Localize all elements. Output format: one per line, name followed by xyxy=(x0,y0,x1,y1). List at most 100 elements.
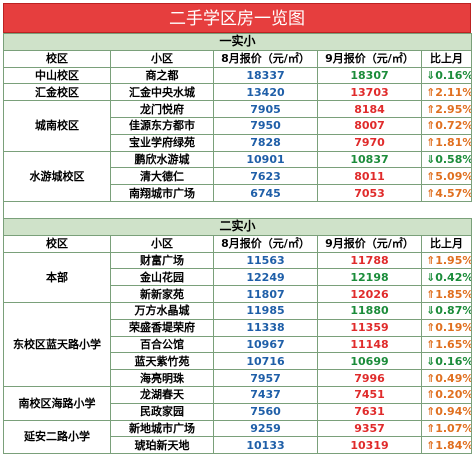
header-aug: 8月报价（元/㎡） xyxy=(213,234,318,253)
district-cell: 中山校区 xyxy=(3,66,111,85)
change-cell: ⇑1.84% xyxy=(420,436,473,454)
table-row: 中山校区 商之都 18337 18307 ⇓0.16% xyxy=(3,66,473,85)
community-cell: 龙门悦府 xyxy=(110,100,214,118)
community-cell: 佳源东方都市 xyxy=(110,116,214,135)
header-district: 校区 xyxy=(3,49,111,68)
community-cell: 财富广场 xyxy=(110,251,214,270)
section-gap xyxy=(3,201,472,219)
aug-price-cell: 10133 xyxy=(213,436,318,454)
community-cell: 民政家园 xyxy=(110,402,214,421)
community-cell: 龙湖春天 xyxy=(110,385,214,404)
sep-price-cell: 7631 xyxy=(317,402,422,421)
district-cell: 城南校区 xyxy=(3,100,111,152)
aug-price-cell: 10967 xyxy=(213,335,318,354)
aug-price-cell: 7957 xyxy=(213,369,318,387)
community-cell: 百合公馆 xyxy=(110,335,214,354)
table-row: 南校区海路小学 龙湖春天 7437 7451 ⇑0.20% xyxy=(3,385,473,421)
header-aug: 8月报价（元/㎡） xyxy=(213,49,318,68)
change-cell: ⇓0.58% xyxy=(420,150,473,169)
aug-price-cell: 7437 xyxy=(213,385,318,404)
change-cell: ⇑1.81% xyxy=(420,133,473,152)
price-sheet: 二手学区房一览图 一实小 校区 小区 8月报价（元/㎡） 9月报价（元/㎡） 比上月 中山校… xyxy=(2,3,473,454)
aug-price-cell: 18337 xyxy=(213,66,318,85)
district-cell: 延安二路小学 xyxy=(3,419,111,454)
community-cell: 蓝天紫竹苑 xyxy=(110,352,214,371)
community-cell: 南翔城市广场 xyxy=(110,184,214,202)
change-cell: ⇑0.19% xyxy=(420,318,473,337)
change-cell: ⇑0.72% xyxy=(420,116,473,135)
change-cell: ⇓0.16% xyxy=(420,352,473,371)
table-row: 海亮明珠 7957 7996 ⇑0.49% xyxy=(4,369,473,387)
change-cell: ⇓0.42% xyxy=(420,268,473,287)
section-header: 一实小 xyxy=(2,33,473,51)
sep-price-cell: 8011 xyxy=(317,167,422,186)
change-cell: ⇑2.95% xyxy=(420,100,473,118)
community-cell: 新地城市广场 xyxy=(110,419,214,438)
aug-price-cell: 7623 xyxy=(213,167,318,186)
district-cell: 水游城校区 xyxy=(3,150,111,202)
change-cell: ⇓0.16% xyxy=(420,66,473,85)
column-header-row: 校区 小区 8月报价（元/㎡） 9月报价（元/㎡） 比上月 xyxy=(3,49,473,68)
table-row: 东校区蓝天路小学 万方水晶城 11985 11880 ⇓0.87% xyxy=(3,301,473,387)
district-cell: 本部 xyxy=(3,251,111,303)
sep-price-cell: 9357 xyxy=(317,419,422,438)
change-cell: ⇑0.20% xyxy=(420,385,473,404)
district-cell: 南校区海路小学 xyxy=(3,385,111,421)
table-row: 金山花园 12249 12198 ⇓0.42% xyxy=(4,268,473,287)
column-header-row: 校区 小区 8月报价（元/㎡） 9月报价（元/㎡） 比上月 xyxy=(3,234,473,253)
table-row: 本部 财富广场 11563 11788 ⇑1.95% xyxy=(3,251,473,303)
aug-price-cell: 10716 xyxy=(213,352,318,371)
sep-price-cell: 13703 xyxy=(317,83,422,102)
aug-price-cell: 6745 xyxy=(213,184,318,202)
change-cell: ⇑1.85% xyxy=(420,285,473,303)
community-cell: 清大德仁 xyxy=(110,167,214,186)
table-row: 汇金校区 汇金中央水城 13420 13703 ⇑2.11% xyxy=(3,83,473,102)
aug-price-cell: 11563 xyxy=(213,251,318,270)
aug-price-cell: 7950 xyxy=(213,116,318,135)
sep-price-cell: 11880 xyxy=(317,301,422,320)
community-cell: 新新家苑 xyxy=(110,285,214,303)
change-cell: ⇑1.95% xyxy=(420,251,473,270)
header-change: 比上月 xyxy=(420,49,473,68)
change-cell: ⇓0.87% xyxy=(420,301,473,320)
price-table: 一实小 校区 小区 8月报价（元/㎡） 9月报价（元/㎡） 比上月 中山校区 商之都 18337… xyxy=(2,33,473,454)
change-cell: ⇑1.07% xyxy=(420,419,473,438)
community-cell: 汇金中央水城 xyxy=(110,83,214,102)
header-community: 小区 xyxy=(110,234,214,253)
community-cell: 宝业学府绿苑 xyxy=(110,133,214,152)
section-header: 二实小 xyxy=(2,217,473,236)
section-title: 二实小 xyxy=(2,217,473,236)
header-sep: 9月报价（元/㎡） xyxy=(317,234,422,253)
district-cell: 东校区蓝天路小学 xyxy=(3,301,111,387)
table-row: 新新家苑 11807 12026 ⇑1.85% xyxy=(4,285,473,303)
table-row: 清大德仁 7623 8011 ⇑5.09% xyxy=(4,167,473,186)
gap-cell xyxy=(3,201,472,219)
page-title: 二手学区房一览图 xyxy=(3,3,471,33)
change-cell: ⇑0.94% xyxy=(420,402,473,421)
community-cell: 金山花园 xyxy=(110,268,214,287)
table-row: 城南校区 龙门悦府 7905 8184 ⇑2.95% xyxy=(3,100,473,152)
aug-price-cell: 10901 xyxy=(213,150,318,169)
sep-price-cell: 7451 xyxy=(317,385,422,404)
sep-price-cell: 7996 xyxy=(317,369,422,387)
table-row: 蓝天紫竹苑 10716 10699 ⇓0.16% xyxy=(4,352,473,371)
community-cell: 荣盛香堤荣府 xyxy=(110,318,214,337)
table-row: 荣盛香堤荣府 11338 11359 ⇑0.19% xyxy=(4,318,473,337)
change-cell: ⇑1.65% xyxy=(420,335,473,354)
aug-price-cell: 13420 xyxy=(213,83,318,102)
sep-price-cell: 10699 xyxy=(317,352,422,371)
sep-price-cell: 11788 xyxy=(317,251,422,270)
sep-price-cell: 8007 xyxy=(317,116,422,135)
aug-price-cell: 11985 xyxy=(213,301,318,320)
community-cell: 琥珀新天地 xyxy=(110,436,214,454)
community-cell: 商之都 xyxy=(110,66,214,85)
change-cell: ⇑5.09% xyxy=(420,167,473,186)
community-cell: 海亮明珠 xyxy=(110,369,214,387)
sep-price-cell: 11359 xyxy=(317,318,422,337)
table-row: 南翔城市广场 6745 7053 ⇑4.57% xyxy=(4,184,473,202)
sep-price-cell: 18307 xyxy=(317,66,422,85)
community-cell: 万方水晶城 xyxy=(110,301,214,320)
section-title: 一实小 xyxy=(2,33,473,51)
aug-price-cell: 9259 xyxy=(213,419,318,438)
aug-price-cell: 11338 xyxy=(213,318,318,337)
